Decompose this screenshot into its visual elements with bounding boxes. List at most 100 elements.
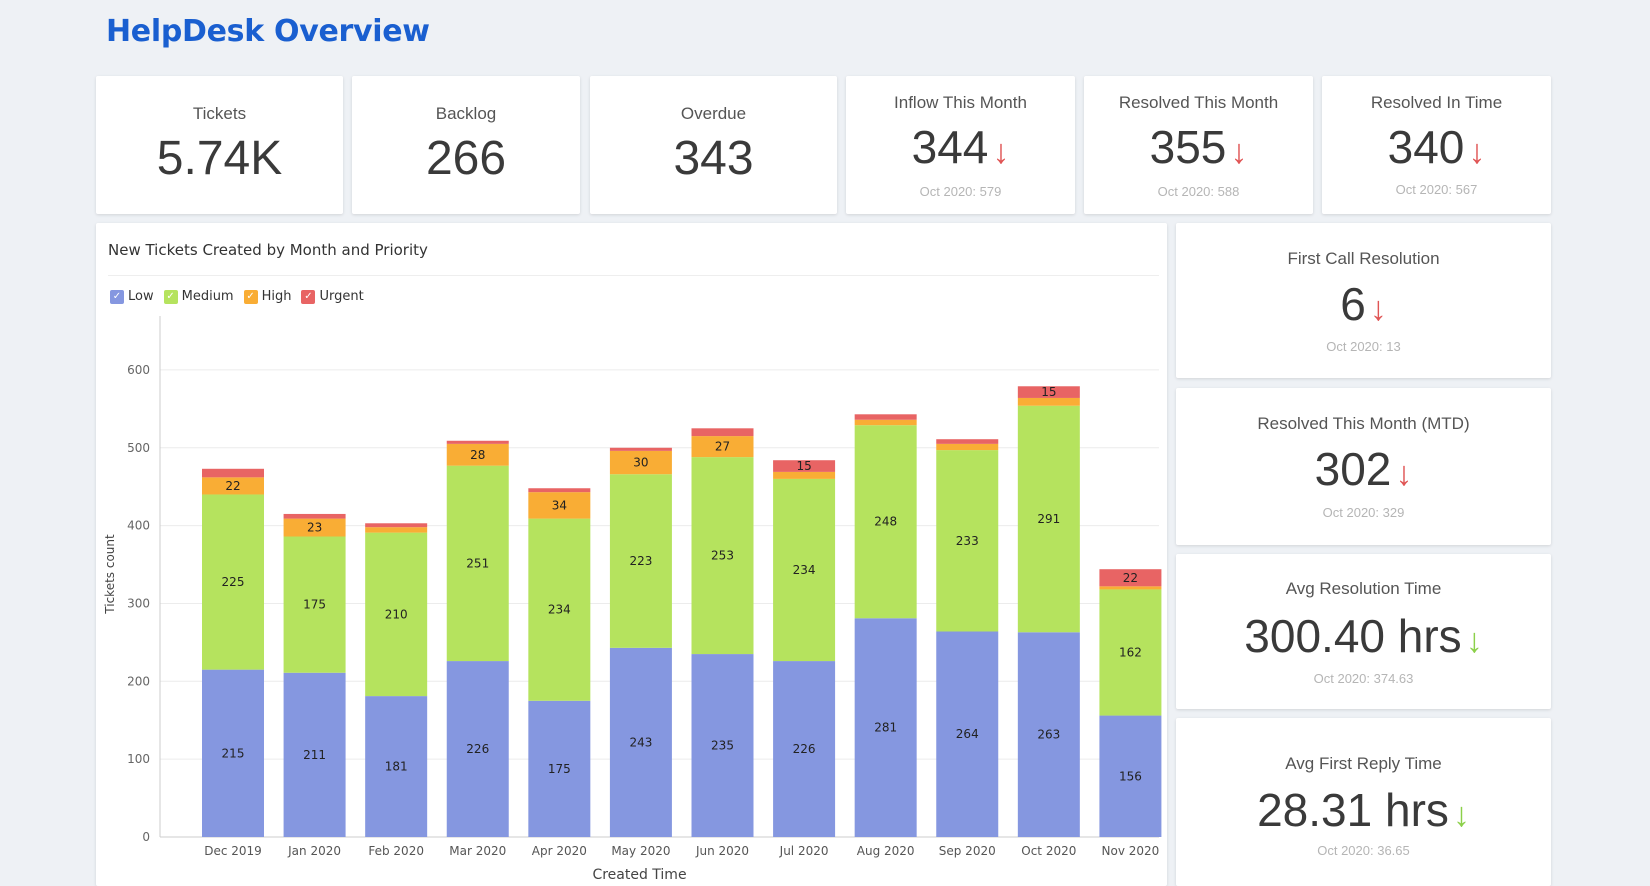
x-tick-label: Aug 2020 xyxy=(857,844,915,858)
kpi-value-row: 344 ↓ xyxy=(846,120,1075,174)
kpi-card-backlog[interactable]: Backlog 266 xyxy=(352,76,580,214)
data-label: 22 xyxy=(225,479,240,493)
kpi-value-row: 302 ↓ xyxy=(1176,442,1551,496)
legend-check-icon: ✓ xyxy=(301,289,316,304)
kpi-card-overdue[interactable]: Overdue 343 xyxy=(590,76,837,214)
chart-card[interactable]: New Tickets Created by Month and Priorit… xyxy=(96,223,1167,886)
kpi-title: Backlog xyxy=(435,104,497,123)
y-tick-label: 0 xyxy=(142,830,150,844)
kpi-card-tickets[interactable]: Tickets 5.74K xyxy=(96,76,343,214)
kpi-comparison: Oct 2020: 13 xyxy=(1326,339,1401,354)
bar-segment-high xyxy=(609,450,672,475)
bar-segment-urgent xyxy=(1099,569,1162,587)
y-tick-label: 400 xyxy=(127,519,150,533)
bar-segment-low xyxy=(365,696,428,837)
x-tick-label: Jul 2020 xyxy=(779,844,829,858)
data-label: 28 xyxy=(470,448,485,462)
kpi-value: 302 xyxy=(1314,443,1392,495)
data-label: 234 xyxy=(548,603,571,617)
bar-segment-high xyxy=(773,471,836,479)
data-label: 15 xyxy=(796,459,811,473)
data-label: 15 xyxy=(1041,385,1056,399)
x-tick-label: Sep 2020 xyxy=(939,844,996,858)
data-label: 34 xyxy=(552,498,567,512)
bar-segment-urgent xyxy=(609,447,672,451)
data-label: 210 xyxy=(385,607,408,621)
bar-segment-medium xyxy=(283,536,346,673)
bar-segment-medium xyxy=(202,494,264,670)
kpi-card-first-call-resolution[interactable]: First Call Resolution 6 ↓ Oct 2020: 13 xyxy=(1176,223,1551,378)
bar-segment-low xyxy=(446,661,509,837)
kpi-card-avg-first-reply-time[interactable]: Avg First Reply Time 28.31 hrs ↓ Oct 2020… xyxy=(1176,718,1551,886)
bar-segment-urgent xyxy=(936,439,999,444)
x-tick-label: Apr 2020 xyxy=(532,844,587,858)
data-label: 156 xyxy=(1119,769,1142,783)
data-label: 23 xyxy=(307,521,322,535)
chart-title: New Tickets Created by Month and Priorit… xyxy=(108,241,428,259)
kpi-title: Inflow This Month xyxy=(894,93,1027,112)
kpi-card-resolved-mtd[interactable]: Resolved This Month (MTD) 302 ↓ Oct 2020:… xyxy=(1176,388,1551,545)
bar-segment-urgent xyxy=(528,488,591,493)
bar-segment-medium xyxy=(446,465,509,662)
data-label: 291 xyxy=(1037,512,1060,526)
x-axis-title: Created Time xyxy=(592,867,686,883)
chart-divider xyxy=(108,275,1159,276)
data-label: 22 xyxy=(1123,571,1138,585)
data-label: 263 xyxy=(1037,728,1060,742)
trend-down-icon: ↓ xyxy=(1468,133,1486,171)
kpi-comparison: Oct 2020: 374.63 xyxy=(1313,671,1414,686)
x-tick-label: Dec 2019 xyxy=(204,844,262,858)
bar-segment-low xyxy=(528,700,591,837)
kpi-value-row: 28.31 hrs ↓ xyxy=(1176,783,1551,837)
legend-item-high[interactable]: ✓ High xyxy=(243,289,291,304)
bar-segment-urgent xyxy=(1017,386,1080,398)
data-label: 251 xyxy=(466,556,489,570)
bar-segment-high xyxy=(365,527,428,533)
bar-segment-high xyxy=(1099,586,1162,590)
kpi-card-avg-resolution-time[interactable]: Avg Resolution Time 300.40 hrs ↓ Oct 2020… xyxy=(1176,554,1551,709)
x-tick-label: Jun 2020 xyxy=(695,844,749,858)
chart-legend: ✓ Low ✓ Medium ✓ High ✓ Urgent xyxy=(110,289,364,304)
x-tick-label: Mar 2020 xyxy=(449,844,506,858)
bar-segment-high xyxy=(528,492,591,519)
legend-item-urgent[interactable]: ✓ Urgent xyxy=(301,289,364,304)
legend-label: Medium xyxy=(181,289,234,304)
x-tick-label: Nov 2020 xyxy=(1102,844,1160,858)
kpi-value-row: 6 ↓ xyxy=(1176,277,1551,331)
bar-segment-urgent xyxy=(283,513,346,519)
legend-label: Low xyxy=(128,289,154,304)
legend-check-icon: ✓ xyxy=(110,289,124,304)
kpi-title: Resolved This Month (MTD) xyxy=(1257,414,1470,433)
x-tick-label: May 2020 xyxy=(611,844,670,858)
kpi-value: 340 xyxy=(1387,121,1465,173)
data-label: 175 xyxy=(303,598,326,612)
bar-segment-high xyxy=(691,436,754,458)
bar-segment-low xyxy=(609,647,672,837)
kpi-title: First Call Resolution xyxy=(1287,249,1440,268)
data-label: 233 xyxy=(956,534,979,548)
bar-segment-low xyxy=(854,618,917,837)
kpi-comparison: Oct 2020: 36.65 xyxy=(1317,843,1410,858)
x-tick-label: Feb 2020 xyxy=(368,844,424,858)
kpi-title: Avg Resolution Time xyxy=(1285,579,1442,598)
kpi-card-resolved-in-time[interactable]: Resolved In Time 340 ↓ Oct 2020: 567 xyxy=(1322,76,1551,214)
legend-item-medium[interactable]: ✓ Medium xyxy=(163,289,234,304)
trend-down-icon: ↓ xyxy=(1369,290,1387,328)
bar-segment-medium xyxy=(1099,589,1162,716)
legend-item-low[interactable]: ✓ Low xyxy=(110,289,154,304)
data-label: 226 xyxy=(793,742,816,756)
kpi-value-row: 300.40 hrs ↓ xyxy=(1176,609,1551,663)
trend-down-icon: ↓ xyxy=(992,133,1010,171)
kpi-card-inflow[interactable]: Inflow This Month 344 ↓ Oct 2020: 579 xyxy=(846,76,1075,214)
kpi-card-resolved-this-month[interactable]: Resolved This Month 355 ↓ Oct 2020: 588 xyxy=(1084,76,1313,214)
bar-segment-low xyxy=(691,654,754,837)
data-label: 243 xyxy=(629,735,652,749)
kpi-comparison: Oct 2020: 329 xyxy=(1322,505,1405,520)
bar-segment-medium xyxy=(936,450,999,632)
y-tick-label: 200 xyxy=(127,674,150,688)
kpi-value-row: 340 ↓ xyxy=(1322,120,1551,174)
bar-segment-low xyxy=(202,669,264,837)
kpi-title: Resolved This Month xyxy=(1118,93,1279,112)
bar-segment-high xyxy=(854,419,917,426)
bar-segment-medium xyxy=(609,474,672,648)
